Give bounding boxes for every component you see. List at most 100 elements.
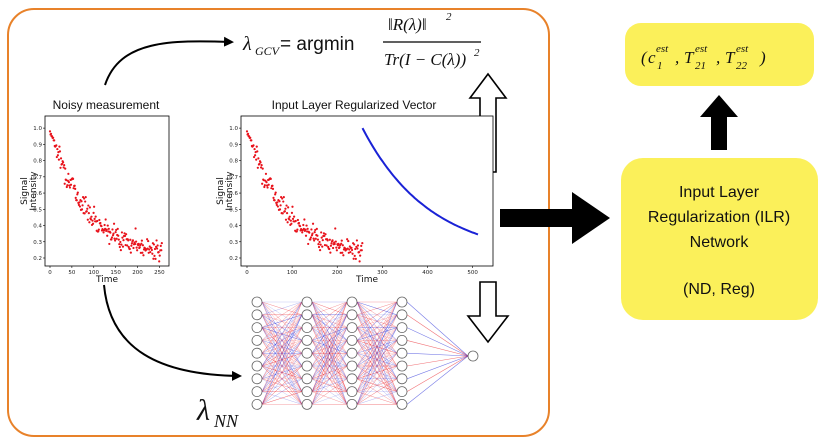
data-point [76, 193, 79, 196]
gcv-formula: λ GCV = argmin ‖R(λ)‖ 2 Tr(I − C(λ)) 2 [242, 11, 481, 69]
mid-plot-ylabel-line2: Intensity [225, 171, 235, 211]
nn-node [301, 296, 313, 308]
nn-connection [356, 353, 398, 405]
y-tick-label: 0.6 [33, 191, 42, 197]
data-point [93, 205, 96, 208]
data-point [249, 136, 252, 139]
data-point [295, 230, 298, 233]
data-point [314, 237, 317, 240]
data-point [112, 222, 116, 225]
data-point [287, 206, 290, 209]
x-tick-label: 200 [332, 270, 343, 276]
nn-connection [356, 301, 398, 392]
nn-connection [311, 301, 348, 379]
data-point [130, 242, 133, 245]
neural-network [251, 296, 479, 410]
data-point [91, 219, 94, 222]
data-point [281, 197, 284, 200]
data-point [334, 227, 337, 230]
data-point [94, 215, 97, 218]
data-point [296, 228, 299, 231]
nn-connection [261, 301, 303, 316]
data-point [328, 247, 331, 251]
nn-connection [261, 327, 303, 367]
nn-node [251, 360, 263, 372]
y-tick-label: 0.7 [33, 175, 42, 181]
data-point [349, 250, 352, 254]
data-point [106, 224, 109, 227]
output-t22: T [725, 48, 736, 67]
data-point [59, 166, 62, 169]
data-point [60, 162, 64, 166]
nn-connection [356, 365, 398, 405]
nn-connection [356, 378, 398, 405]
nn-node [396, 322, 408, 334]
data-point [263, 185, 266, 189]
data-point [140, 239, 143, 242]
data-point [76, 191, 79, 194]
mid-plot-points [245, 130, 364, 263]
mid-plot-title: Input Layer Regularized Vector [272, 98, 437, 112]
data-point [276, 205, 279, 208]
data-point [290, 211, 294, 214]
data-point [305, 230, 309, 233]
y-tick-label: 1.0 [33, 126, 42, 132]
data-point [86, 218, 89, 221]
nn-connection [311, 340, 348, 405]
data-point [103, 223, 106, 227]
data-point [77, 203, 80, 207]
data-point [87, 212, 90, 215]
nn-connection [311, 301, 348, 316]
data-point [120, 231, 124, 234]
nn-node [346, 386, 358, 398]
nn-connection [406, 352, 469, 357]
data-point [56, 147, 59, 151]
output-t21-sup: est [695, 43, 708, 55]
data-point [331, 246, 335, 250]
data-point [263, 184, 266, 187]
data-point [105, 228, 108, 231]
data-point [347, 239, 350, 243]
data-point [65, 185, 68, 189]
data-point [115, 237, 118, 240]
data-point [129, 238, 132, 241]
data-point [328, 238, 331, 241]
data-point [254, 154, 257, 157]
data-point [264, 172, 268, 175]
data-point [119, 249, 122, 252]
y-tick-label: 0.6 [229, 191, 238, 197]
data-point [149, 250, 152, 254]
data-point [151, 252, 154, 255]
nn-connection [261, 314, 303, 392]
data-point [354, 247, 357, 251]
y-tick-label: 0.5 [33, 207, 42, 213]
data-point [329, 244, 333, 247]
nn-connection [261, 301, 303, 354]
data-point [90, 215, 93, 218]
y-tick-label: 0.5 [229, 207, 238, 213]
data-point [55, 144, 58, 147]
data-point [153, 254, 156, 257]
data-point [279, 204, 282, 207]
output-close-paren: ) [759, 48, 766, 67]
nn-connection [406, 355, 469, 405]
data-point [148, 248, 151, 251]
nn-connection [311, 391, 348, 405]
data-point [298, 225, 302, 228]
data-point [136, 249, 139, 252]
data-point [324, 233, 327, 236]
data-point [141, 244, 145, 247]
data-point [302, 223, 305, 227]
data-point [317, 245, 321, 249]
formula-lambda: λ [242, 33, 252, 55]
data-point [142, 254, 145, 257]
data-point [150, 248, 153, 252]
nn-connection [356, 340, 398, 379]
x-tick-label: 100 [287, 270, 298, 276]
left-plot-xticks: 0 50 100 150 200 250 [48, 266, 165, 276]
nn-node [251, 322, 263, 334]
nn-node [396, 360, 408, 372]
nn-connection [311, 353, 348, 405]
nn-node [346, 398, 358, 410]
